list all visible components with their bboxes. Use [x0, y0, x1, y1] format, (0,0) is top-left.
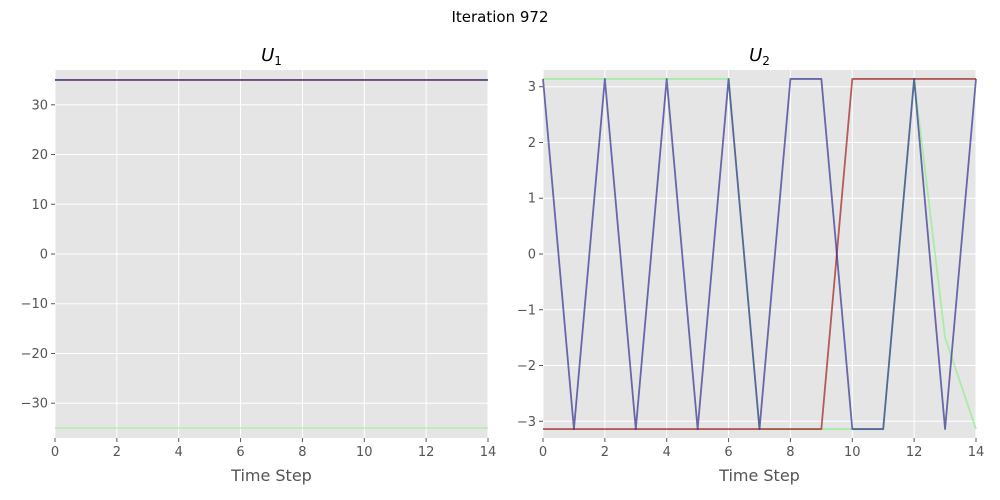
x-tick-label: 14 — [480, 445, 497, 460]
panel-title: U1 — [261, 45, 282, 68]
x-tick-label: 4 — [663, 445, 671, 460]
y-tick-label: 3 — [528, 80, 536, 95]
x-tick-label: 12 — [906, 445, 923, 460]
panel-title-main: U — [749, 45, 762, 66]
x-tick-label: 14 — [968, 445, 985, 460]
x-tick-label: 2 — [113, 445, 121, 460]
y-tick-label: −20 — [21, 347, 48, 362]
y-tick-label: −2 — [517, 359, 536, 374]
x-tick-label: 0 — [51, 445, 59, 460]
panel-title: U2 — [749, 45, 770, 68]
panel-title-subscript: 2 — [762, 54, 770, 68]
x-tick-label: 10 — [844, 445, 861, 460]
x-tick-label: 8 — [786, 445, 794, 460]
panel-title-main: U — [261, 45, 274, 66]
panel-title-subscript: 1 — [274, 54, 282, 68]
x-tick-label: 10 — [356, 445, 373, 460]
series-line-3 — [542, 78, 977, 430]
figure-title: Iteration 972 — [451, 8, 548, 26]
y-tick-label: 0 — [528, 248, 536, 263]
x-axis-label: Time Step — [718, 466, 800, 485]
x-tick-label: 8 — [298, 445, 306, 460]
y-tick-label: 0 — [40, 248, 48, 263]
y-tick-label: 20 — [31, 148, 48, 163]
y-tick-label: 1 — [528, 192, 536, 207]
x-tick-label: 6 — [236, 445, 244, 460]
y-tick-label: −1 — [517, 303, 536, 318]
x-tick-label: 2 — [601, 445, 609, 460]
chart-panel-u1: 0 2 4 6 8 10 12 14 −30 −20 −10 0 10 20 30 Time Step U1 — [21, 45, 497, 485]
y-tick-label: 10 — [31, 198, 48, 213]
x-tick-label: 6 — [724, 445, 732, 460]
y-tick-label: −10 — [21, 297, 48, 312]
x-tick-label: 0 — [539, 445, 547, 460]
y-tick-label: −3 — [517, 415, 536, 430]
x-axis-label: Time Step — [230, 466, 312, 485]
x-tick-label: 12 — [418, 445, 435, 460]
y-tick-label: 30 — [31, 98, 48, 113]
y-tick-label: −30 — [21, 397, 48, 412]
y-tick-label: 2 — [528, 136, 536, 151]
x-tick-label: 4 — [175, 445, 183, 460]
